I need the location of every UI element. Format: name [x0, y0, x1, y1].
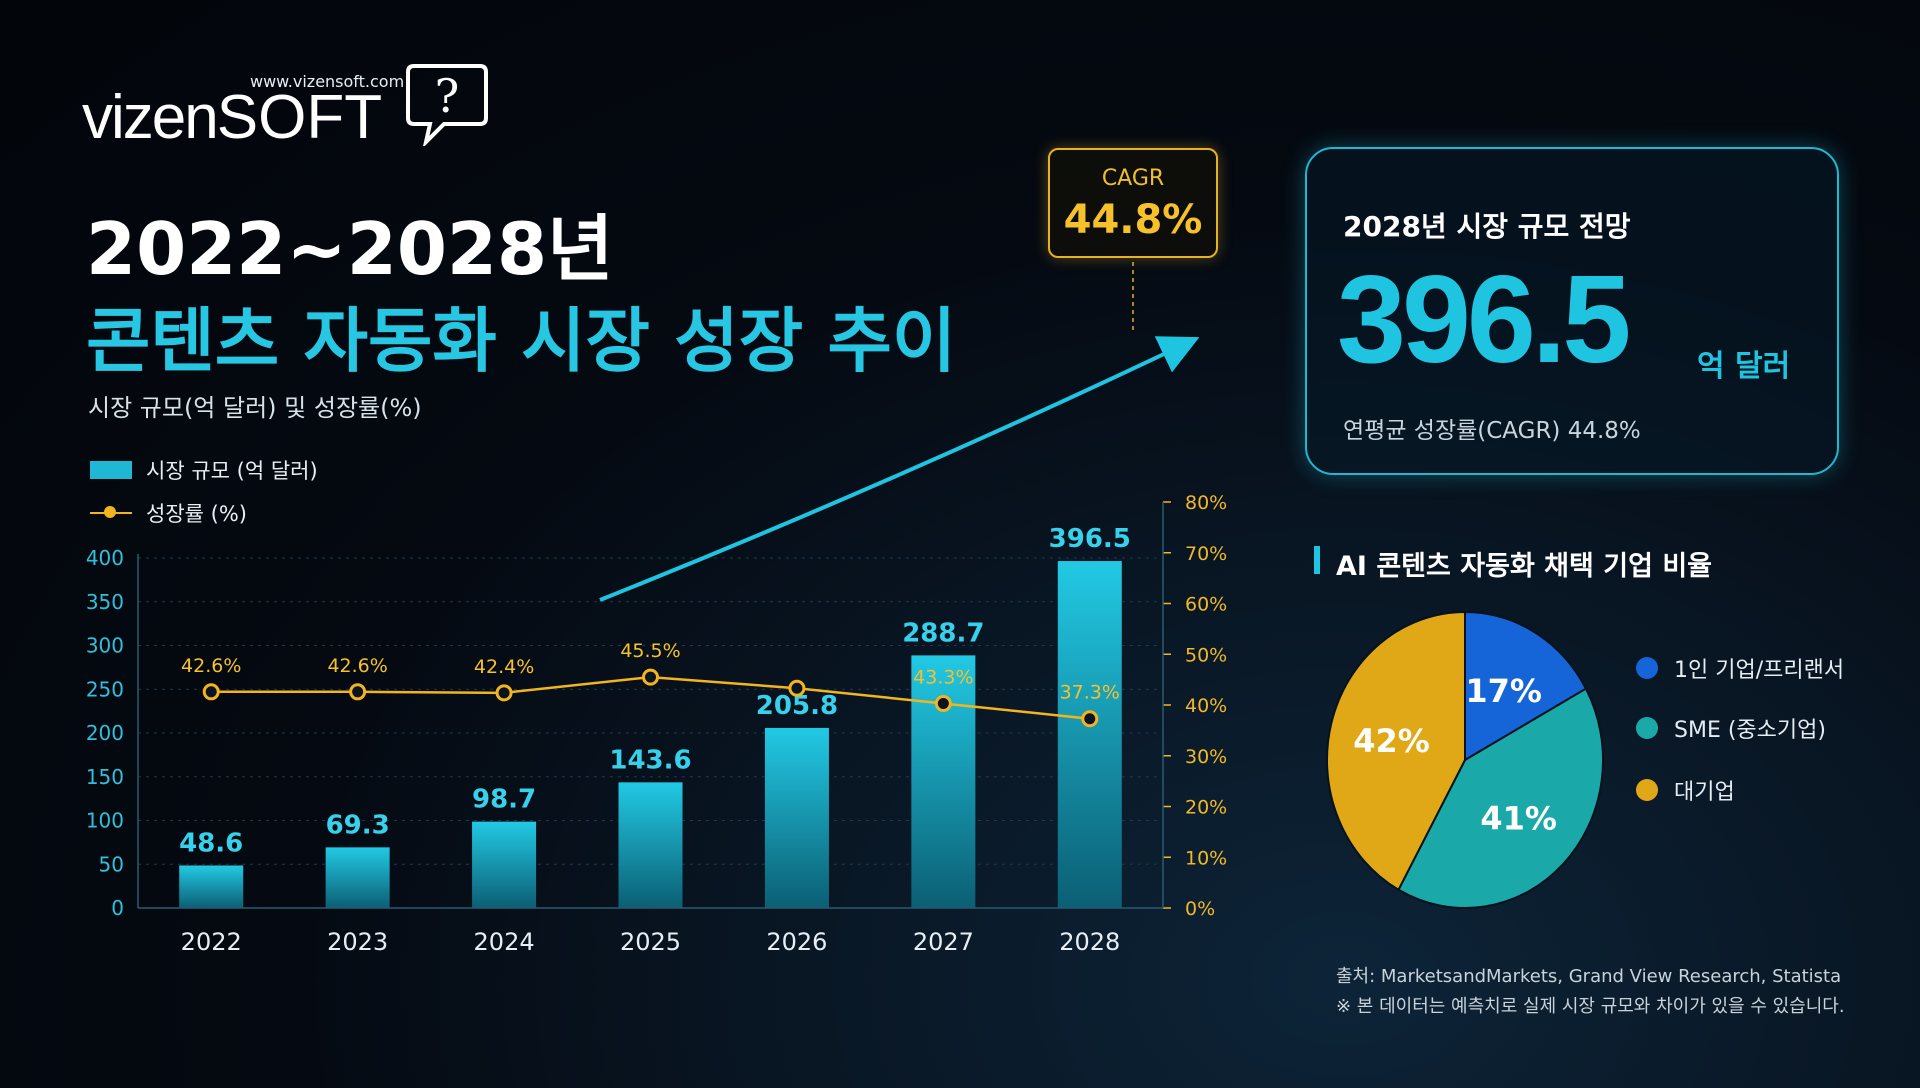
bar-2026: [764, 727, 829, 908]
speech-bubble-icon: ?: [406, 64, 488, 146]
y-right-tick-label: 30%: [1185, 746, 1227, 768]
pie-slice-label: 42%: [1353, 722, 1430, 760]
bar-2028: [1057, 561, 1122, 908]
y-left-tick-label: 0: [111, 896, 124, 920]
legend-bar-swatch: [90, 461, 132, 479]
pie-legend-label-enterprise: 대기업: [1674, 780, 1735, 805]
growth-rate-label: 37.3%: [1060, 682, 1120, 704]
x-tick-label: 2022: [181, 928, 242, 956]
adoption-pie-chart: 17% 41% 42%: [1326, 610, 1604, 909]
pie-slice-0: [1464, 610, 1588, 762]
cagr-label: CAGR: [1101, 166, 1165, 191]
page-title-secondary: 콘텐츠 자동화 시장 성장 추이: [86, 300, 957, 382]
legend-item-growth-rate: 성장률 (%): [90, 498, 247, 528]
chart-subtitle: 시장 규모(억 달러) 및 성장률(%): [88, 394, 422, 422]
bar-value-label: 48.6: [179, 828, 243, 858]
growth-rate-point-2025: [642, 668, 659, 686]
legend-item-market-size: 시장 규모 (억 달러): [90, 455, 318, 485]
growth-trend-arrow: [599, 336, 1200, 602]
growth-rate-label: 42.6%: [181, 655, 241, 677]
logo-url: www.vizensoft.com: [250, 72, 405, 91]
growth-rate-label: 42.4%: [474, 656, 534, 678]
bar-value-label: 98.7: [472, 785, 536, 815]
legend-label-growth-rate: 성장률 (%): [146, 502, 247, 526]
pie-slice-label: 17%: [1465, 672, 1542, 710]
source-note: 출처: MarketsandMarkets, Grand View Resear…: [1336, 966, 1842, 987]
pie-legend-label-freelancer: 1인 기업/프리랜서: [1674, 658, 1845, 683]
growth-rate-label: 45.5%: [620, 640, 680, 662]
growth-rate-point-2022: [202, 683, 220, 701]
x-tick-label: 2027: [913, 928, 974, 956]
growth-rate-point-2023: [349, 683, 367, 701]
x-tick-label: 2025: [620, 928, 681, 956]
logo-name-part1: vizen: [82, 83, 219, 152]
growth-rate-label: 42.6%: [327, 655, 387, 677]
x-tick-label: 2024: [474, 928, 535, 956]
bar-value-label: 396.5: [1049, 524, 1131, 554]
bar-2025: [618, 782, 683, 908]
x-tick-label: 2023: [327, 928, 388, 956]
disclaimer-note: ※ 본 데이터는 예측치로 실제 시장 규모와 차이가 있을 수 있습니다.: [1336, 996, 1845, 1017]
pie-slice-1: [1397, 687, 1604, 909]
growth-rate-point-2024: [495, 684, 513, 702]
pie-chart-title: AI 콘텐츠 자동화 채택 기업 비율: [1336, 551, 1713, 582]
logo-name-part2: SOFT: [216, 83, 383, 152]
y-right-tick-label: 0%: [1185, 898, 1215, 920]
cagr-badge: CAGR 44.8%: [1048, 148, 1218, 258]
y-right-tick-label: 60%: [1185, 594, 1227, 616]
question-mark-glyph: ?: [435, 69, 460, 123]
pie-legend-dot-blue: [1636, 657, 1658, 679]
bar-2024: [472, 821, 537, 908]
y-left-tick-label: 350: [86, 590, 124, 614]
x-tick-label: 2028: [1059, 928, 1120, 956]
page-title: 2022~2028년: [86, 207, 614, 291]
legend-line-swatch: [90, 504, 132, 522]
forecast-card: 2028년 시장 규모 전망 396.5 억 달러 연평균 성장률(CAGR) …: [1305, 147, 1839, 475]
forecast-value: 396.5: [1337, 251, 1631, 389]
y-right-tick-label: 40%: [1185, 695, 1227, 717]
y-left-tick-label: 300: [86, 634, 124, 658]
forecast-unit: 억 달러: [1697, 349, 1791, 384]
cagr-value: 44.8%: [1063, 197, 1203, 243]
y-right-tick-label: 20%: [1185, 797, 1227, 819]
y-left-tick-label: 150: [86, 765, 124, 789]
pie-legend-item-sme: SME (중소기업): [1636, 712, 1826, 744]
bar-2023: [325, 847, 390, 908]
bar-value-label: 288.7: [902, 618, 984, 648]
pie-title-accent: [1314, 546, 1320, 574]
y-left-tick-label: 250: [86, 677, 124, 701]
y-right-tick-label: 10%: [1185, 847, 1227, 869]
y-left-tick-label: 100: [86, 809, 124, 833]
pie-slice-2: [1326, 610, 1466, 892]
forecast-title: 2028년 시장 규모 전망: [1343, 210, 1631, 243]
bar-2022: [179, 865, 244, 908]
y-right-tick-label: 80%: [1185, 492, 1227, 514]
pie-legend-label-sme: SME (중소기업): [1674, 718, 1826, 743]
growth-rate-point-2026: [788, 679, 806, 697]
y-right-tick-label: 70%: [1185, 543, 1227, 565]
pie-legend-item-enterprise: 대기업: [1636, 774, 1735, 806]
forecast-cagr-text: 연평균 성장률(CAGR) 44.8%: [1343, 418, 1641, 444]
y-left-tick-label: 50: [99, 852, 124, 876]
legend-label-market-size: 시장 규모 (억 달러): [146, 459, 318, 483]
x-tick-label: 2026: [766, 928, 827, 956]
y-right-tick-label: 50%: [1185, 644, 1227, 666]
pie-slice-label: 41%: [1480, 800, 1557, 838]
growth-rate-point-2027: [934, 694, 952, 712]
bar-2027: [911, 655, 976, 908]
y-left-tick-label: 200: [86, 721, 124, 745]
logo: vizenSOFT: [82, 82, 382, 153]
growth-rate-point-2028: [1081, 710, 1099, 728]
growth-rate-label: 43.3%: [913, 666, 973, 688]
y-left-tick-label: 400: [86, 546, 124, 570]
pie-legend-item-freelancer: 1인 기업/프리랜서: [1636, 652, 1844, 684]
bar-value-label: 143.6: [609, 745, 691, 775]
pie-legend-dot-gold: [1636, 779, 1658, 801]
bar-value-label: 69.3: [326, 810, 390, 840]
pie-legend-dot-teal: [1636, 717, 1658, 739]
